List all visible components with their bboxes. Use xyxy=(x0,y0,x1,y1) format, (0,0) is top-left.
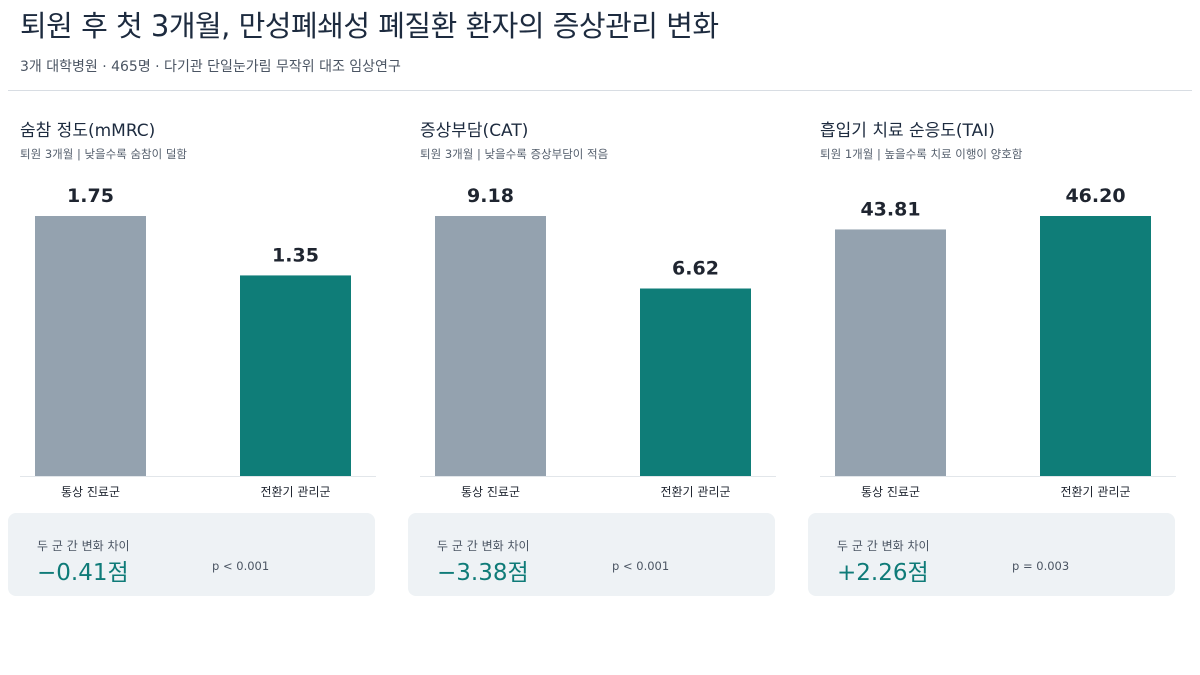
summary-value: +2.26점 xyxy=(837,560,929,586)
bar-chart-mmrc: 1.75 통상 진료군 1.35 전환기 관리군 xyxy=(20,185,376,499)
panel-title: 숨참 정도(mMRC) xyxy=(20,121,156,141)
page-title: 퇴원 후 첫 3개월, 만성폐쇄성 폐질환 환자의 증상관리 변화 xyxy=(20,9,719,43)
bar-chart-tai: 43.81 통상 진료군 46.20 전환기 관리군 xyxy=(820,185,1176,499)
category-label: 통상 진료군 xyxy=(461,485,520,499)
category-label: 통상 진료군 xyxy=(61,485,120,499)
panel-title: 증상부담(CAT) xyxy=(420,121,529,141)
bar xyxy=(835,229,946,476)
panel-title: 흡입기 치료 순응도(TAI) xyxy=(820,121,995,141)
panel-tai: 흡입기 치료 순응도(TAI) 퇴원 1개월 | 높을수록 치료 이행이 양호함… xyxy=(808,110,1188,610)
panel-note: 퇴원 1개월 | 높을수록 치료 이행이 양호함 xyxy=(820,147,1023,161)
category-label: 통상 진료군 xyxy=(861,485,920,499)
bar-chart-cat: 9.18 통상 진료군 6.62 전환기 관리군 xyxy=(420,185,776,499)
data-label: 1.75 xyxy=(67,185,114,207)
p-value: p = 0.003 xyxy=(1012,559,1070,573)
header: 퇴원 후 첫 3개월, 만성폐쇄성 폐질환 환자의 증상관리 변화 3개 대학병… xyxy=(20,6,1192,76)
data-label: 43.81 xyxy=(860,198,920,220)
summary-card: 두 군 간 변화 차이 −3.38점 p < 0.001 xyxy=(408,513,775,596)
summary-card: 두 군 간 변화 차이 −0.41점 p < 0.001 xyxy=(8,513,375,596)
panel-mmrc: 숨참 정도(mMRC) 퇴원 3개월 | 낮을수록 숨참이 덜함 1.75 통상 … xyxy=(8,110,388,610)
p-value: p < 0.001 xyxy=(212,559,270,573)
data-label: 9.18 xyxy=(467,185,514,207)
panel-note: 퇴원 3개월 | 낮을수록 증상부담이 적음 xyxy=(420,147,609,161)
p-value: p < 0.001 xyxy=(612,559,670,573)
bar xyxy=(435,216,546,476)
bar xyxy=(35,216,146,476)
bar xyxy=(240,275,351,476)
data-label: 1.35 xyxy=(272,244,319,266)
summary-label: 두 군 간 변화 차이 xyxy=(437,539,530,553)
bar xyxy=(1040,216,1151,476)
category-label: 전환기 관리군 xyxy=(660,485,730,499)
data-label: 6.62 xyxy=(672,258,719,280)
category-label: 전환기 관리군 xyxy=(1060,485,1130,499)
summary-value: −3.38점 xyxy=(437,560,529,586)
summary-card: 두 군 간 변화 차이 +2.26점 p = 0.003 xyxy=(808,513,1175,596)
page-subtitle: 3개 대학병원 · 465명 · 다기관 단일눈가림 무작위 대조 임상연구 xyxy=(20,59,401,75)
panel-note: 퇴원 3개월 | 낮을수록 숨참이 덜함 xyxy=(20,147,188,161)
category-label: 전환기 관리군 xyxy=(260,485,330,499)
panel-cat: 증상부담(CAT) 퇴원 3개월 | 낮을수록 증상부담이 적음 9.18 통상 … xyxy=(408,110,788,610)
summary-label: 두 군 간 변화 차이 xyxy=(37,539,130,553)
header-divider xyxy=(8,90,1192,91)
summary-value: −0.41점 xyxy=(37,560,129,586)
data-label: 46.20 xyxy=(1065,185,1125,207)
bar xyxy=(640,288,751,476)
summary-label: 두 군 간 변화 차이 xyxy=(837,539,930,553)
